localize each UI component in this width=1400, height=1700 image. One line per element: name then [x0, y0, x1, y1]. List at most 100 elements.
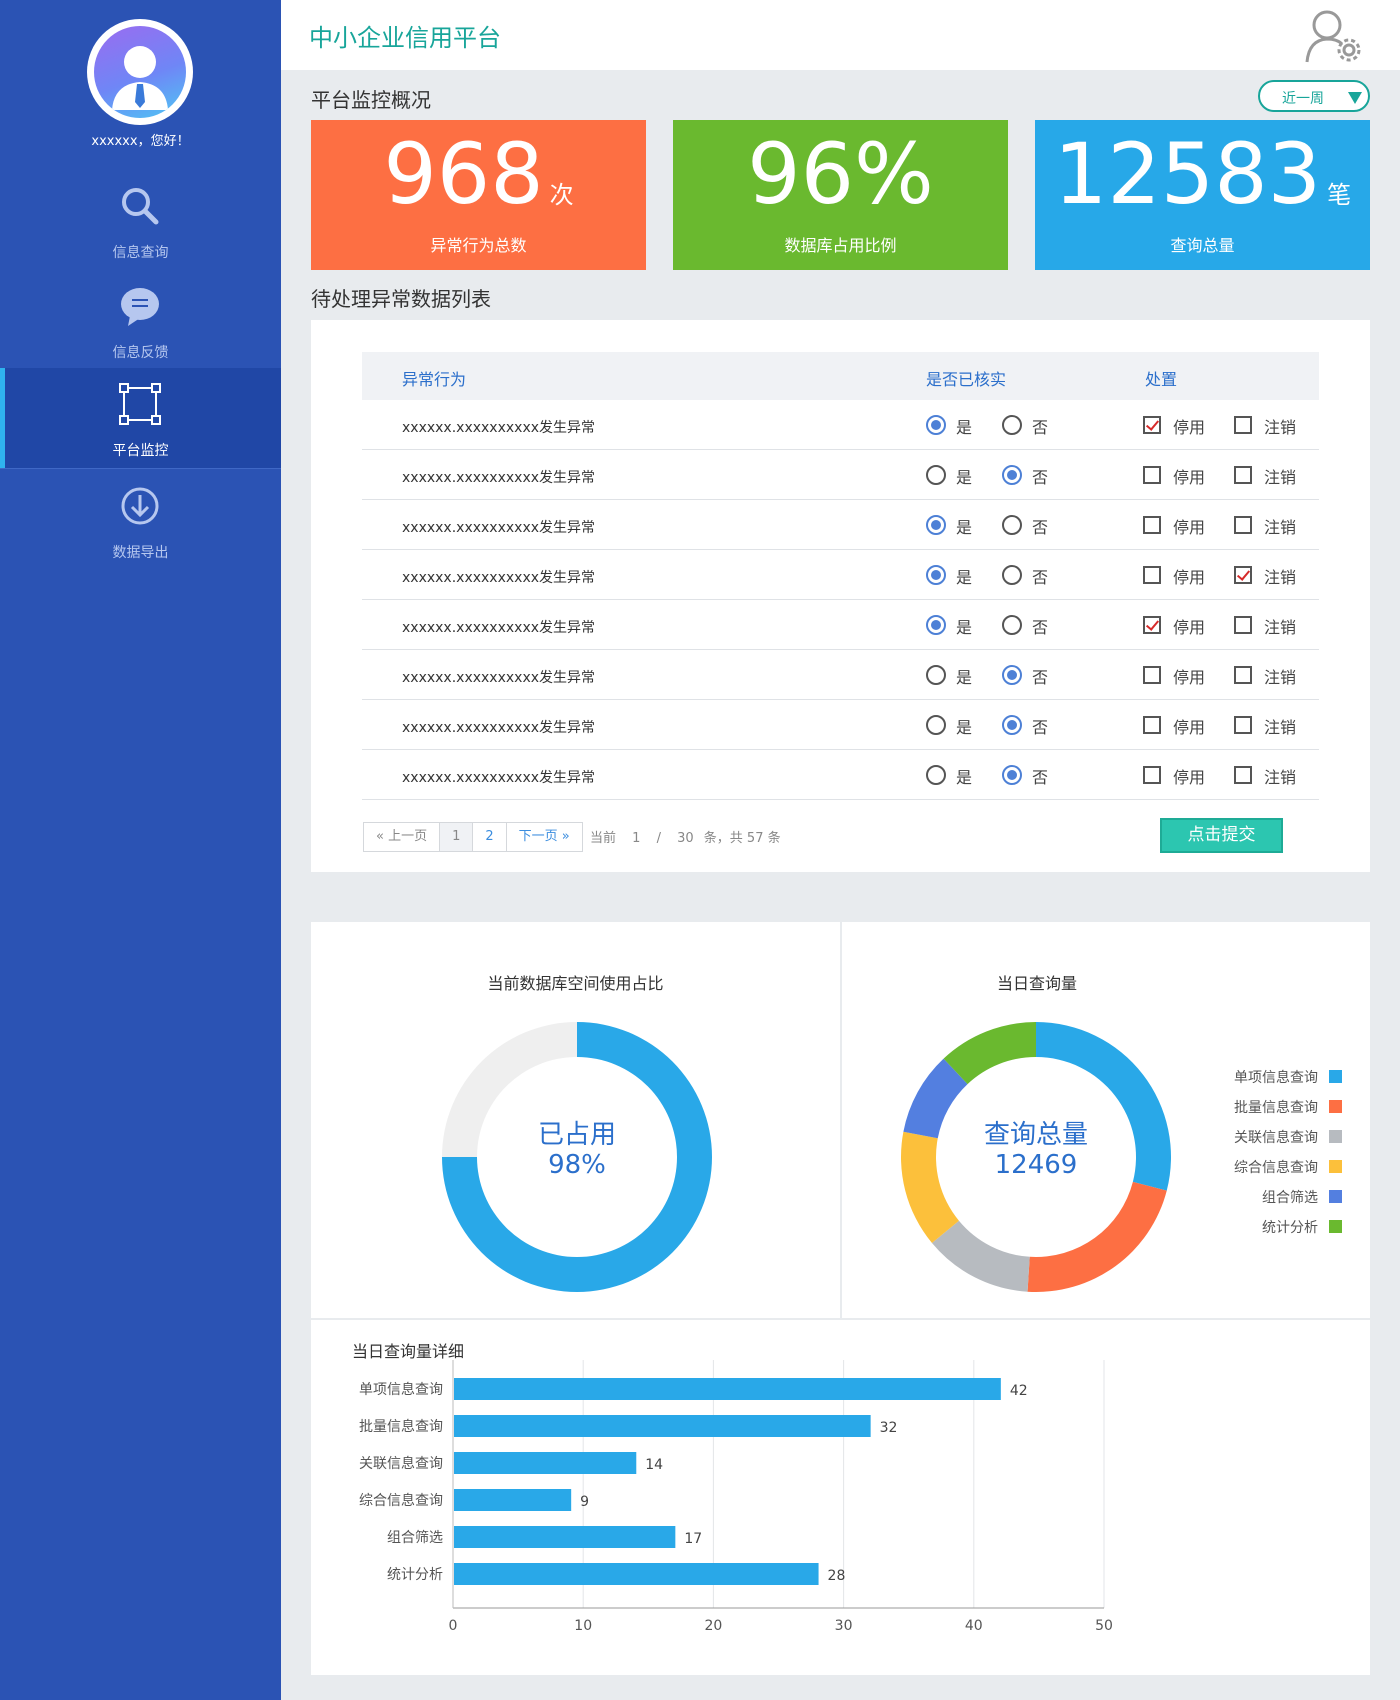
radio-button[interactable]: [926, 415, 946, 435]
page-button-2[interactable]: 2: [473, 823, 507, 851]
checkbox[interactable]: [1234, 466, 1252, 484]
legend-swatch: [1329, 1100, 1342, 1113]
radio-button[interactable]: [926, 565, 946, 585]
bar-value-label: 42: [1010, 1383, 1028, 1399]
sidebar-item-info-feedback[interactable]: 信息反馈: [0, 270, 281, 370]
bar-category-label: 组合筛选: [387, 1530, 443, 1546]
daily-query-slice-0: [1036, 1022, 1171, 1191]
table-row: xxxxxx.xxxxxxxxxx发生异常 是 否 停用 注销: [362, 450, 1319, 500]
bar: [454, 1415, 871, 1437]
radio-button[interactable]: [1002, 415, 1022, 435]
avatar[interactable]: [87, 19, 193, 125]
sidebar-item-platform-monitor[interactable]: 平台监控: [0, 368, 281, 468]
sidebar: xxxxxx，您好！ 信息查询 信息反馈 平台监控 数据导出: [0, 0, 281, 1700]
checkbox[interactable]: [1143, 416, 1161, 434]
db-usage-slice-1: [442, 1022, 577, 1157]
radio-button[interactable]: [1002, 665, 1022, 685]
radio-button[interactable]: [926, 765, 946, 785]
radio-button[interactable]: [926, 515, 946, 535]
checkbox[interactable]: [1234, 616, 1252, 634]
checkbox-label: 停用: [1173, 568, 1206, 587]
donut-center-label: 已占用: [537, 1120, 616, 1150]
checkbox[interactable]: [1143, 466, 1161, 484]
sidebar-item-info-query[interactable]: 信息查询: [0, 170, 281, 270]
download-icon: [118, 484, 162, 528]
query-detail-bar-chart: 0 10 20 30 40 50 单项信息查询 42 批量信息查询 32 关联信息查询 14 综合信息查…: [359, 1360, 1113, 1634]
checkbox-label: 注销: [1264, 668, 1297, 687]
checkbox-label: 注销: [1264, 418, 1297, 437]
greeting-text: xxxxxx，您好！: [91, 134, 190, 149]
radio-label: 否: [1032, 568, 1049, 587]
anomaly-table-panel: [311, 320, 1370, 872]
radio-button[interactable]: [1002, 715, 1022, 735]
next-page-button[interactable]: 下一页 »: [518, 829, 570, 844]
radio-label: 是: [956, 618, 973, 637]
checkbox[interactable]: [1234, 516, 1252, 534]
bar-value-label: 28: [828, 1568, 846, 1584]
legend-label: 统计分析: [1262, 1220, 1318, 1236]
stat-card-db-usage: 96% 数据库占用比例: [673, 120, 1008, 270]
legend-item: 组合筛选: [1200, 1187, 1342, 1206]
x-tick-label: 10: [574, 1618, 592, 1634]
row-behavior-text: xxxxxx.xxxxxxxxxx发生异常: [402, 420, 596, 436]
sidebar-item-data-export[interactable]: 数据导出: [0, 470, 281, 570]
bar-category-label: 综合信息查询: [359, 1492, 443, 1509]
bar-category-label: 统计分析: [387, 1567, 443, 1583]
checkbox-label: 停用: [1173, 768, 1206, 787]
checkbox[interactable]: [1234, 416, 1252, 434]
daily-query-donut-chart: [901, 1022, 1171, 1292]
monitor-frame-icon: [118, 382, 162, 426]
submit-button[interactable]: 点击提交: [1160, 818, 1283, 853]
stat-card-anomaly-total: 968 次 异常行为总数: [311, 120, 646, 270]
radio-label: 否: [1032, 618, 1049, 637]
radio-button[interactable]: [1002, 765, 1022, 785]
user-settings-icon[interactable]: [1303, 6, 1363, 64]
radio-button[interactable]: [1002, 465, 1022, 485]
page-button-1[interactable]: 1: [440, 823, 474, 851]
radio-button[interactable]: [926, 715, 946, 735]
checkbox-label: 停用: [1173, 518, 1206, 537]
radio-label: 否: [1032, 668, 1049, 687]
radio-label: 是: [956, 418, 973, 437]
donut-center-text: 已占用 98%: [477, 1120, 677, 1180]
donut-center-label: 查询总量: [983, 1120, 1088, 1150]
checkbox[interactable]: [1143, 766, 1161, 784]
donut-center-value: 98%: [548, 1150, 606, 1180]
time-range-select[interactable]: 近一周: [1258, 80, 1370, 112]
current-page: 1: [632, 831, 641, 846]
checkbox[interactable]: [1143, 516, 1161, 534]
checkbox[interactable]: [1143, 616, 1161, 634]
caret-down-icon: [1348, 92, 1362, 104]
prev-page-button[interactable]: « 上一页: [364, 823, 441, 851]
stat-card-query-total: 12583 笔 查询总量: [1035, 120, 1370, 270]
radio-button[interactable]: [1002, 615, 1022, 635]
radio-label: 是: [956, 668, 973, 687]
donut-center-value: 12469: [994, 1150, 1078, 1180]
checkbox-label: 注销: [1264, 718, 1297, 737]
checkbox[interactable]: [1234, 666, 1252, 684]
checkbox[interactable]: [1143, 666, 1161, 684]
total-count-text: 条，共 57 条: [703, 831, 781, 846]
checkbox[interactable]: [1143, 716, 1161, 734]
radio-label: 是: [956, 468, 973, 487]
row-behavior-text: xxxxxx.xxxxxxxxxx发生异常: [402, 670, 596, 686]
radio-button[interactable]: [926, 615, 946, 635]
checkbox-label: 注销: [1264, 618, 1297, 637]
checkbox[interactable]: [1234, 566, 1252, 584]
table-row: xxxxxx.xxxxxxxxxx发生异常 是 否 停用 注销: [362, 700, 1319, 750]
radio-button[interactable]: [1002, 515, 1022, 535]
daily-query-slice-1: [1027, 1181, 1167, 1292]
legend-swatch: [1329, 1220, 1342, 1233]
radio-label: 否: [1032, 518, 1049, 537]
legend-label: 关联信息查询: [1234, 1130, 1318, 1146]
row-behavior-text: xxxxxx.xxxxxxxxxx发生异常: [402, 720, 596, 736]
radio-button[interactable]: [1002, 565, 1022, 585]
radio-button[interactable]: [926, 665, 946, 685]
radio-button[interactable]: [926, 465, 946, 485]
checkbox[interactable]: [1234, 716, 1252, 734]
checkbox-label: 停用: [1173, 468, 1206, 487]
checkbox[interactable]: [1143, 566, 1161, 584]
chat-bubble-icon: [118, 284, 162, 328]
radio-label: 是: [956, 768, 973, 787]
checkbox[interactable]: [1234, 766, 1252, 784]
